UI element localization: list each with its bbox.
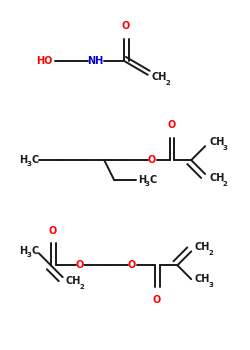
Text: CH: CH (194, 274, 210, 284)
Text: 3: 3 (208, 282, 213, 288)
Text: 3: 3 (223, 145, 228, 151)
Text: H: H (19, 155, 27, 165)
Text: O: O (128, 260, 136, 270)
Text: 2: 2 (80, 284, 84, 290)
Text: O: O (122, 21, 130, 31)
Text: 3: 3 (26, 252, 31, 258)
Text: 3: 3 (145, 181, 150, 187)
Text: O: O (49, 225, 57, 236)
Text: C: C (150, 175, 157, 185)
Text: NH: NH (87, 56, 104, 66)
Text: C: C (31, 155, 38, 165)
Text: O: O (152, 295, 161, 305)
Text: 2: 2 (208, 250, 213, 256)
Text: O: O (167, 120, 175, 130)
Text: 3: 3 (26, 161, 31, 167)
Text: CH: CH (152, 72, 167, 82)
Text: O: O (148, 155, 156, 165)
Text: CH: CH (209, 173, 224, 183)
Text: CH: CH (209, 137, 224, 147)
Text: HO: HO (36, 56, 53, 66)
Text: H: H (138, 175, 146, 185)
Text: 2: 2 (166, 80, 170, 86)
Text: O: O (76, 260, 84, 270)
Text: H: H (19, 246, 27, 257)
Text: 2: 2 (223, 181, 228, 187)
Text: CH: CH (194, 243, 210, 252)
Text: C: C (31, 246, 38, 257)
Text: CH: CH (66, 276, 81, 286)
